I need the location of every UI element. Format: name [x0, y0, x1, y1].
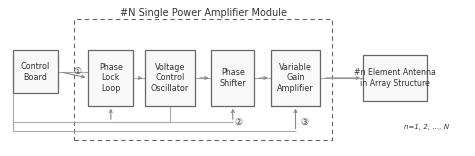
FancyBboxPatch shape [271, 50, 320, 106]
FancyBboxPatch shape [145, 50, 195, 106]
Text: ②: ② [235, 118, 243, 127]
Text: #N Single Power Amplifier Module: #N Single Power Amplifier Module [120, 8, 287, 18]
Text: #n Element Antenna
in Array Structure: #n Element Antenna in Array Structure [354, 68, 436, 88]
Text: Phase
Lock
Loop: Phase Lock Loop [99, 63, 123, 93]
Text: ①: ① [73, 67, 82, 76]
Text: Variable
Gain
Amplifier: Variable Gain Amplifier [277, 63, 314, 93]
FancyBboxPatch shape [363, 55, 427, 101]
Text: ③: ③ [301, 118, 309, 127]
Text: Voltage
Control
Oscillator: Voltage Control Oscillator [151, 63, 189, 93]
Text: Control
Board: Control Board [20, 62, 50, 82]
FancyBboxPatch shape [88, 50, 133, 106]
FancyBboxPatch shape [211, 50, 254, 106]
FancyBboxPatch shape [12, 50, 57, 93]
Text: n=1, 2, …, N: n=1, 2, …, N [404, 124, 449, 130]
Text: Phase
Shifter: Phase Shifter [219, 68, 246, 88]
